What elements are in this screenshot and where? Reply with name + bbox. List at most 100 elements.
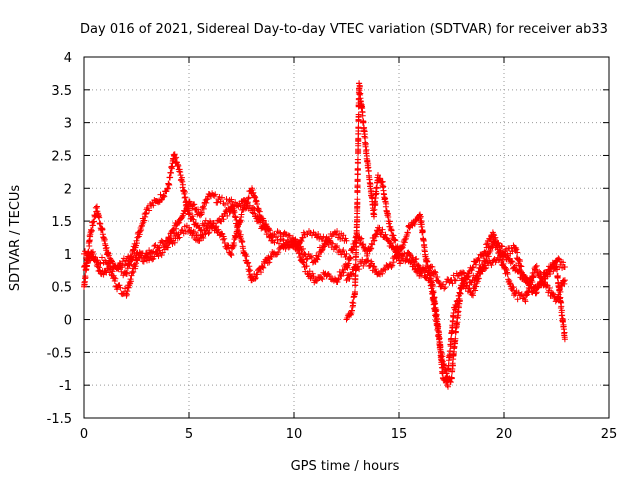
- interpolated-point: [256, 216, 263, 223]
- interpolated-point: [540, 276, 546, 283]
- interpolated-point: [150, 202, 157, 209]
- interpolated-point: [89, 254, 96, 261]
- interpolated-point: [412, 256, 419, 263]
- interpolated-point: [560, 259, 567, 266]
- data-point: [343, 237, 350, 244]
- interpolated-point: [526, 278, 533, 285]
- interpolated-point: [350, 300, 357, 307]
- interpolated-point: [83, 255, 90, 262]
- x-tick-label: 15: [391, 427, 408, 442]
- interpolated-point: [367, 245, 374, 252]
- interpolated-point: [128, 278, 135, 285]
- interpolated-point: [117, 284, 124, 291]
- x-tick-label: 20: [496, 427, 513, 442]
- interpolated-point: [179, 181, 186, 188]
- y-tick-label: 2: [64, 182, 72, 197]
- interpolated-point: [481, 248, 488, 255]
- interpolated-point: [83, 263, 90, 270]
- interpolated-point: [114, 286, 121, 293]
- interpolated-point: [258, 269, 264, 276]
- interpolated-point: [449, 324, 456, 331]
- interpolated-point: [254, 271, 261, 278]
- interpolated-point: [156, 247, 163, 254]
- interpolated-point: [315, 253, 322, 260]
- interpolated-point: [151, 242, 158, 249]
- interpolated-point: [415, 265, 422, 272]
- interpolated-point: [495, 257, 502, 264]
- interpolated-point: [387, 239, 394, 246]
- interpolated-point: [389, 262, 396, 269]
- interpolated-point: [539, 278, 546, 285]
- data-point: [553, 296, 560, 303]
- interpolated-point: [273, 233, 279, 240]
- interpolated-point: [210, 220, 217, 227]
- data-point: [133, 257, 140, 264]
- interpolated-point: [536, 281, 543, 288]
- interpolated-point: [424, 271, 431, 278]
- y-tick-label: -1: [59, 379, 72, 394]
- interpolated-point: [434, 324, 441, 331]
- interpolated-point: [103, 244, 110, 251]
- interpolated-point: [419, 229, 426, 236]
- data-point: [561, 277, 568, 284]
- interpolated-point: [84, 251, 91, 258]
- interpolated-point: [391, 247, 398, 254]
- interpolated-point: [443, 370, 450, 377]
- data-point: [259, 264, 266, 271]
- interpolated-point: [379, 178, 386, 185]
- interpolated-point: [246, 263, 253, 270]
- interpolated-point: [368, 245, 375, 252]
- interpolated-point: [508, 258, 515, 265]
- interpolated-point: [215, 226, 222, 233]
- interpolated-point: [411, 221, 418, 228]
- y-tick-label: 2.5: [51, 149, 72, 164]
- interpolated-point: [533, 267, 540, 274]
- x-tick-label: 5: [185, 427, 193, 442]
- interpolated-point: [487, 247, 494, 254]
- interpolated-point: [509, 248, 516, 255]
- interpolated-point: [338, 251, 345, 258]
- interpolated-point: [447, 379, 454, 386]
- interpolated-point: [429, 263, 436, 270]
- data-point: [456, 290, 463, 297]
- data-point: [561, 336, 568, 343]
- interpolated-point: [464, 274, 471, 281]
- interpolated-point: [472, 287, 479, 294]
- interpolated-point: [198, 209, 205, 216]
- interpolated-point: [485, 244, 492, 251]
- interpolated-point: [285, 232, 292, 239]
- interpolated-point: [387, 240, 394, 247]
- interpolated-point: [363, 146, 370, 153]
- interpolated-point: [236, 228, 243, 235]
- interpolated-point: [554, 266, 561, 273]
- interpolated-point: [354, 166, 361, 173]
- interpolated-point: [355, 111, 362, 118]
- interpolated-point: [241, 197, 248, 204]
- interpolated-point: [235, 223, 241, 230]
- interpolated-point: [425, 267, 432, 274]
- interpolated-point: [355, 148, 362, 155]
- interpolated-point: [371, 237, 378, 244]
- interpolated-point: [498, 243, 505, 250]
- interpolated-point: [179, 178, 186, 185]
- interpolated-point: [287, 238, 294, 245]
- data-point: [375, 172, 381, 179]
- interpolated-point: [347, 255, 354, 262]
- interpolated-point: [130, 269, 137, 276]
- interpolated-point: [351, 243, 358, 250]
- interpolated-point: [514, 249, 521, 256]
- interpolated-point: [465, 273, 472, 280]
- interpolated-point: [346, 275, 353, 282]
- interpolated-point: [400, 253, 407, 260]
- interpolated-point: [550, 268, 557, 275]
- interpolated-point: [90, 253, 97, 260]
- interpolated-point: [432, 269, 439, 276]
- interpolated-point: [483, 255, 490, 262]
- interpolated-point: [300, 245, 306, 252]
- chart-title: Day 016 of 2021, Sidereal Day-to-day VTE…: [80, 22, 608, 37]
- interpolated-point: [192, 229, 198, 236]
- interpolated-point: [181, 189, 188, 196]
- y-tick-label: 1.5: [51, 215, 72, 230]
- interpolated-point: [504, 252, 511, 259]
- interpolated-point: [191, 201, 198, 208]
